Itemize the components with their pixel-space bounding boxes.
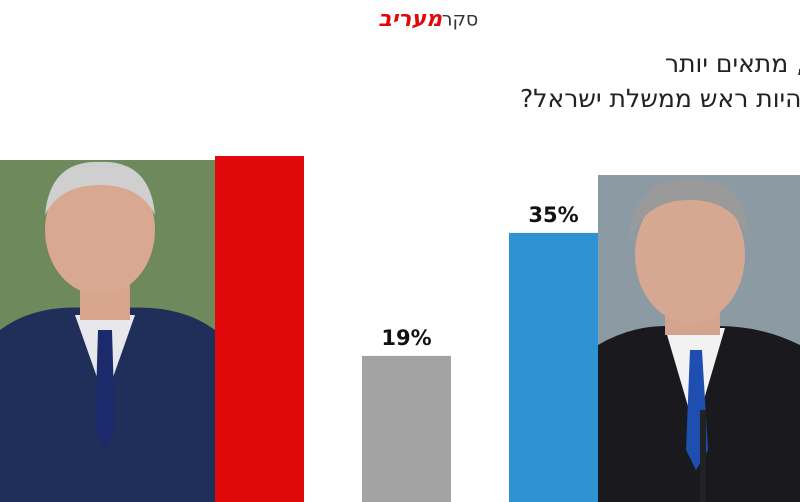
value-label: 19% — [381, 326, 431, 350]
value-label: 35% — [528, 203, 578, 227]
portrait-right — [598, 175, 800, 502]
title-line: מי מהשניים, בנימין נתניהו או בני גנץ, מת… — [665, 49, 800, 78]
bar — [215, 156, 304, 502]
portrait-left — [0, 160, 215, 502]
bar — [509, 232, 598, 502]
title-line: להיות ראש ממשלת ישראל? — [520, 84, 800, 113]
brand-label: סקר — [442, 9, 479, 31]
bar — [362, 355, 451, 502]
brand-logo: מעריב — [378, 7, 443, 32]
